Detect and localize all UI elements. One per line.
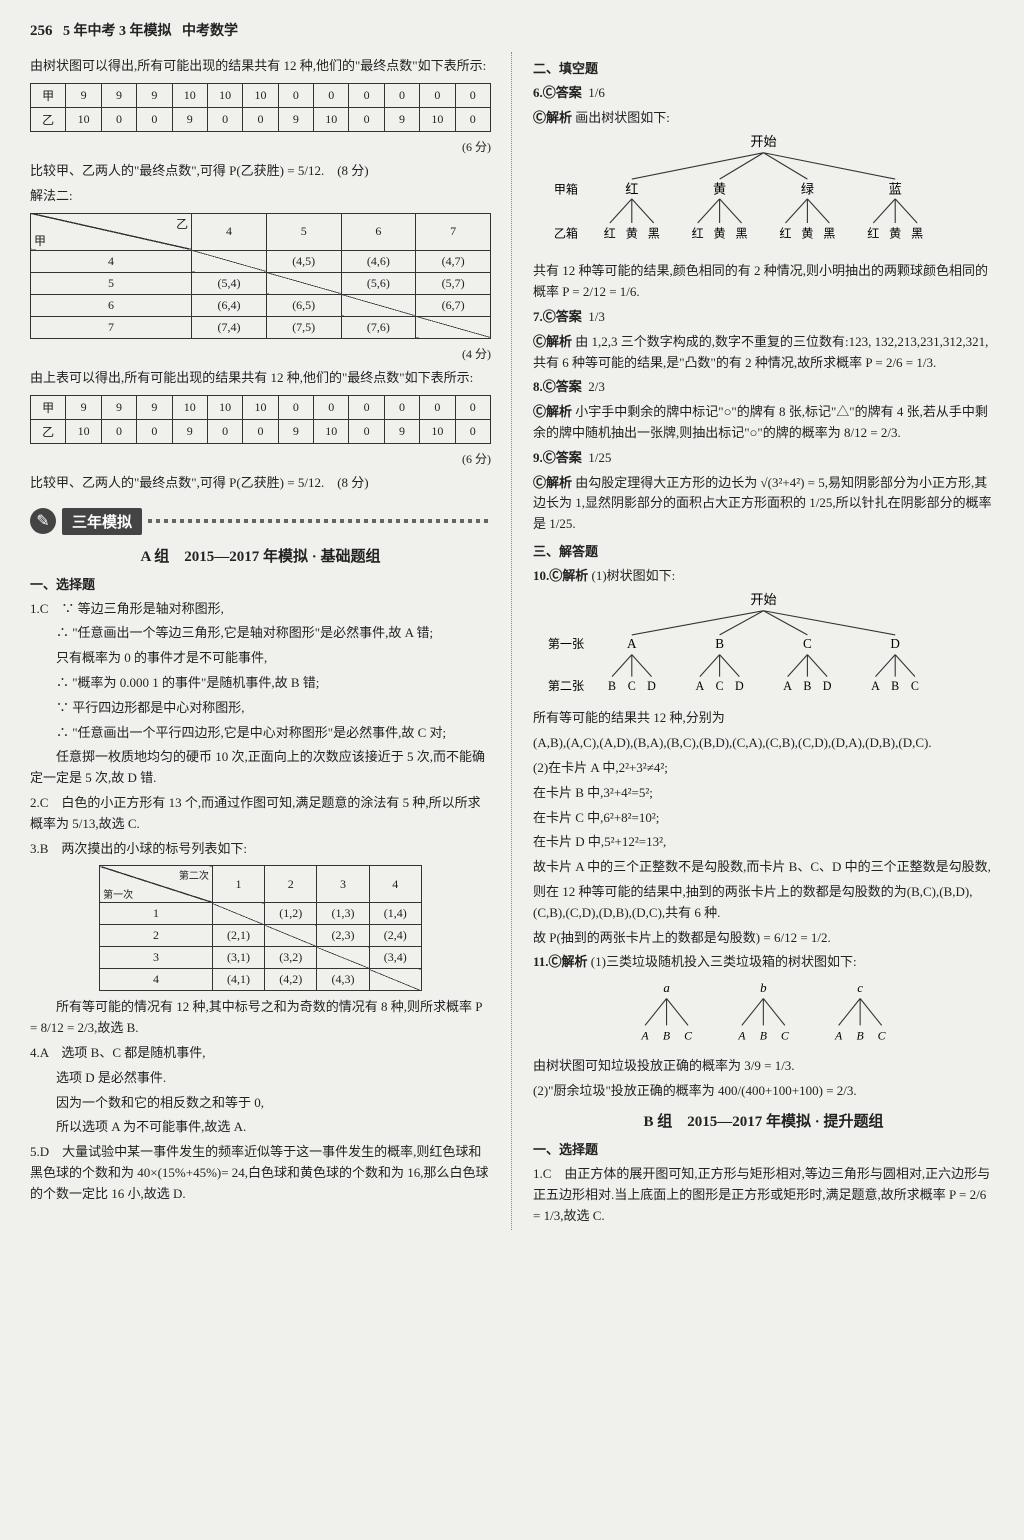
svg-text:A: A <box>737 1029 746 1043</box>
svg-text:B: B <box>715 636 724 651</box>
svg-text:黑: 黑 <box>736 226 748 240</box>
group-a-header: A 组 2015—2017 年模拟 · 基础题组 <box>30 545 491 566</box>
result-table-2: 甲 999101010000000 乙 100090091009100 <box>30 395 491 444</box>
compare-text-2: 比较甲、乙两人的"最终点数",可得 P(乙获胜) = 5/12. (8 分) <box>30 473 491 494</box>
svg-text:甲箱: 甲箱 <box>554 181 578 196</box>
section-1-header: 一、选择题 <box>30 574 491 593</box>
section-3-header: 三、解答题 <box>533 541 994 560</box>
svg-text:红: 红 <box>867 225 879 240</box>
svg-text:c: c <box>857 981 863 995</box>
svg-text:B: B <box>760 1029 767 1043</box>
svg-text:黑: 黑 <box>648 226 660 240</box>
svg-text:红: 红 <box>779 225 791 240</box>
svg-text:红: 红 <box>625 181 638 196</box>
svg-text:C: C <box>878 1029 886 1043</box>
svg-text:第二张: 第二张 <box>548 678 584 692</box>
question-b1: 1.C 由正方体的展开图可知,正方形与矩形相对,等边三角形与圆相对,正六边形与正… <box>533 1164 994 1226</box>
svg-text:开始: 开始 <box>750 592 776 607</box>
svg-text:D: D <box>735 678 744 692</box>
question-7: 7.Ⓒ答案 1/3 <box>533 307 994 328</box>
svg-text:B: B <box>857 1029 864 1043</box>
svg-text:乙箱: 乙箱 <box>554 225 578 240</box>
question-6: 6.Ⓒ答案 1/6 <box>533 83 994 104</box>
svg-text:黄: 黄 <box>889 226 901 240</box>
pair-table-1: 乙 甲 4567 4(4,5)(4,6)(4,7) 5(5,4)(5,6)(5,… <box>30 213 491 339</box>
svg-text:A: A <box>783 678 792 692</box>
tree-diagram-3: a b c ABC ABC ABC <box>602 977 925 1052</box>
banner-title: 三年模拟 <box>62 508 142 535</box>
svg-text:b: b <box>760 981 767 995</box>
svg-text:黄: 黄 <box>801 226 813 240</box>
left-column: 由树状图可以得出,所有可能出现的结果共有 12 种,他们的"最终点数"如下表所示… <box>30 52 491 1230</box>
svg-text:红: 红 <box>604 225 616 240</box>
score-marker: (6 分) <box>30 450 491 469</box>
svg-text:绿: 绿 <box>801 181 814 196</box>
svg-text:第一张: 第一张 <box>548 637 584 651</box>
svg-text:a: a <box>663 981 669 995</box>
intro-text: 由树状图可以得出,所有可能出现的结果共有 12 种,他们的"最终点数"如下表所示… <box>30 56 491 77</box>
svg-text:D: D <box>647 678 656 692</box>
column-divider <box>511 52 513 1230</box>
svg-text:C: C <box>803 636 812 651</box>
question-2: 2.C 白色的小正方形有 13 个,而通过作图可知,满足题意的涂法有 5 种,所… <box>30 793 491 835</box>
banner-decoration <box>148 519 491 523</box>
page-header: 256 5 年中考 3 年模拟 中考数学 <box>30 20 994 40</box>
svg-text:B: B <box>803 678 811 692</box>
svg-text:B: B <box>608 678 616 692</box>
tree-diagram-1: 开始 甲箱 红黄绿蓝 乙箱 红黄黑 红黄黑 红黄黑 红黄黑 <box>533 133 994 254</box>
pair-table-2: 第二次 第一次 1234 1(1,2)(1,3)(1,4) 2(2,1)(2,3… <box>99 865 422 991</box>
score-marker: (4 分) <box>30 345 491 364</box>
tree-root: 开始 <box>750 134 776 149</box>
svg-text:C: C <box>628 678 636 692</box>
question-9: 9.Ⓒ答案 1/25 <box>533 448 994 469</box>
svg-text:红: 红 <box>692 225 704 240</box>
svg-text:C: C <box>911 678 919 692</box>
question-4: 4.A 选项 B、C 都是随机事件, <box>30 1043 491 1064</box>
intro-text-2: 由上表可以得出,所有可能出现的结果共有 12 种,他们的"最终点数"如下表所示: <box>30 368 491 389</box>
question-5: 5.D 大量试验中某一事件发生的频率近似等于这一事件发生的概率,则红色球和黑色球… <box>30 1142 491 1204</box>
section-2-header: 二、填空题 <box>533 58 994 77</box>
tree-diagram-2: 开始 第一张 ABCD 第二张 BCD ACD ABD ABC <box>533 591 994 701</box>
svg-text:A: A <box>834 1029 843 1043</box>
section-b1-header: 一、选择题 <box>533 1139 994 1158</box>
svg-text:A: A <box>627 636 637 651</box>
svg-text:黄: 黄 <box>714 226 726 240</box>
svg-text:C: C <box>684 1029 692 1043</box>
question-10: 10.Ⓒ解析 (1)树状图如下: <box>533 566 994 587</box>
svg-text:黑: 黑 <box>823 226 835 240</box>
question-11: 11.Ⓒ解析 (1)三类垃圾随机投入三类垃圾箱的树状图如下: <box>533 952 994 973</box>
svg-text:A: A <box>871 678 880 692</box>
svg-text:C: C <box>781 1029 789 1043</box>
score-marker: (6 分) <box>30 138 491 157</box>
pencil-icon <box>30 508 56 534</box>
question-8: 8.Ⓒ答案 2/3 <box>533 377 994 398</box>
result-table-1: 甲 999101010000000 乙 100090091009100 <box>30 83 491 132</box>
question-1: 1.C ∵ 等边三角形是轴对称图形, <box>30 599 491 620</box>
svg-text:B: B <box>891 678 899 692</box>
svg-text:B: B <box>663 1029 670 1043</box>
svg-text:D: D <box>890 636 900 651</box>
right-column: 二、填空题 6.Ⓒ答案 1/6 Ⓒ解析 画出树状图如下: 开始 甲箱 红黄绿蓝 … <box>533 52 994 1230</box>
svg-text:A: A <box>695 678 704 692</box>
book-title: 5 年中考 3 年模拟 <box>63 24 172 39</box>
svg-text:黑: 黑 <box>911 226 923 240</box>
svg-text:D: D <box>823 678 832 692</box>
group-b-header: B 组 2015—2017 年模拟 · 提升题组 <box>533 1110 994 1131</box>
svg-text:A: A <box>641 1029 650 1043</box>
svg-text:黄: 黄 <box>626 226 638 240</box>
page-number: 256 <box>30 23 53 39</box>
method-label: 解法二: <box>30 186 491 207</box>
svg-text:蓝: 蓝 <box>889 181 902 196</box>
question-3: 3.B 两次摸出的小球的标号列表如下: <box>30 839 491 860</box>
compare-text: 比较甲、乙两人的"最终点数",可得 P(乙获胜) = 5/12. (8 分) <box>30 161 491 182</box>
svg-text:C: C <box>716 678 724 692</box>
subject: 中考数学 <box>182 24 238 39</box>
svg-text:黄: 黄 <box>713 181 726 196</box>
section-banner: 三年模拟 <box>30 508 491 535</box>
